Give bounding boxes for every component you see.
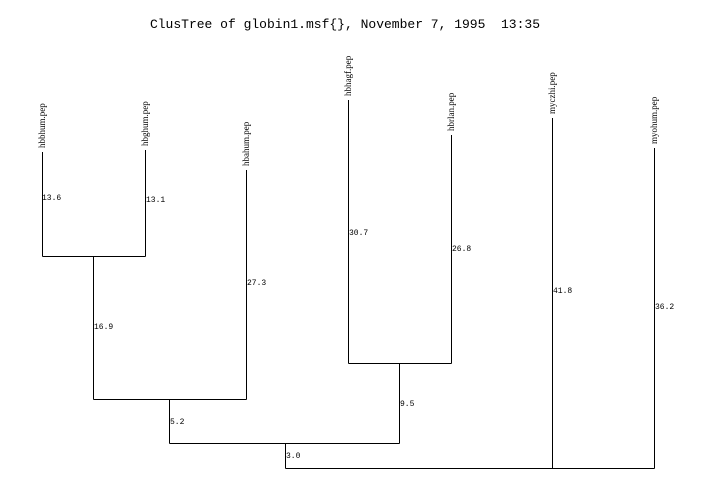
branch-length: 13.1 <box>146 196 165 205</box>
leaf-label: hbhagf.pep <box>343 55 353 96</box>
branch-length: 9.5 <box>400 400 415 409</box>
leaf-label: hbrlan.pep <box>446 92 456 131</box>
branch-length: 5.2 <box>170 418 185 427</box>
branch-length: 3.0 <box>286 452 301 461</box>
leaf-label: myohum.pep <box>649 96 659 144</box>
branch-length: 36.2 <box>655 303 674 312</box>
branches <box>42 100 655 469</box>
title: ClusTree of globin1.msf{}, November 7, 1… <box>150 17 540 32</box>
leaf-label: hbbhum.pep <box>37 103 47 148</box>
branch-length: 16.9 <box>94 323 113 332</box>
leaf-label: hbahum.pep <box>241 121 251 166</box>
leaf-label: hbghum.pep <box>140 101 150 146</box>
branch-length: 30.7 <box>349 229 368 238</box>
branch-length: 26.8 <box>452 245 471 254</box>
branch-length: 27.3 <box>247 279 266 288</box>
branch-length: 41.8 <box>553 287 572 296</box>
branch-length: 13.6 <box>42 194 61 203</box>
leaf-label: myczhi.pep <box>547 72 557 114</box>
